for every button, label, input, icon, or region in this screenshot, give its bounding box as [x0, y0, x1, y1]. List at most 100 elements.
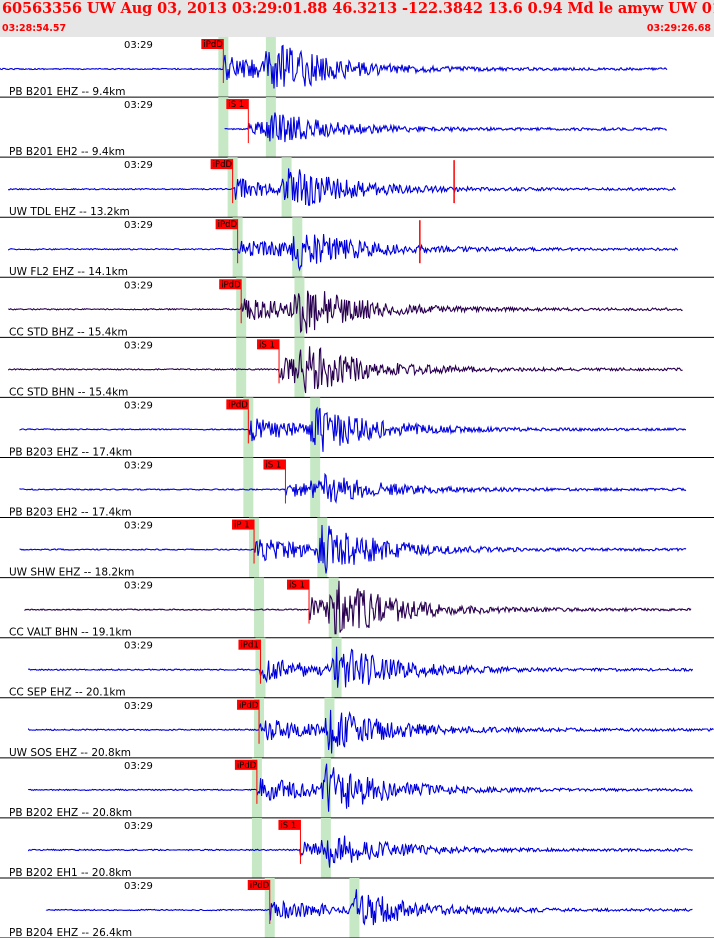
pick-marker[interactable]	[215, 219, 238, 230]
pick-marker[interactable]	[201, 39, 224, 49]
waveform-trace	[8, 290, 683, 334]
trace-panel[interactable]: 03:29 iS 1 CC VALT BHN -- 19.1km	[0, 577, 714, 639]
s-window-band	[292, 217, 303, 278]
event-header: 60563356 UW Aug 03, 2013 03:29:01.88 46.…	[0, 0, 714, 37]
trace-panel[interactable]: 03:29 iP 1 UW SHW EHZ -- 18.2km	[0, 517, 714, 579]
station-label: UW SHW EHZ -- 18.2km	[9, 567, 134, 579]
seismogram-panel-stack[interactable]: 03:29 iPdD PB B201 EHZ -- 9.4km 03:29 iS 1 PB…	[0, 37, 714, 938]
pick-marker[interactable]	[219, 279, 242, 290]
trace-panel[interactable]: 03:29 iPdD UW TDL EHZ -- 13.2km	[0, 157, 714, 218]
trace-panel[interactable]: 03:29 iPd1 CC SEP EHZ -- 20.1km	[0, 637, 714, 699]
station-label: PB B203 EHZ -- 17.4km	[9, 446, 132, 458]
time-tick-label: 03:29	[124, 400, 153, 411]
station-label: UW TDL EHZ -- 13.2km	[9, 206, 130, 218]
pick-marker[interactable]	[237, 699, 260, 710]
pick-label: iPdD	[213, 160, 233, 170]
trace-panel[interactable]: 03:29 iPdD PB B201 EHZ -- 9.4km	[0, 37, 714, 98]
waveform-trace	[0, 44, 668, 89]
trace-panel[interactable]: 03:29 iPdD UW FL2 EHZ -- 14.1km	[0, 217, 714, 278]
time-tick-label: 03:29	[124, 761, 153, 772]
waveform-trace	[24, 580, 692, 635]
pick-label: iPdD	[237, 761, 257, 771]
s-window-band	[324, 697, 335, 758]
trace-panel[interactable]: 03:29 iS 1 PB B203 EH2 -- 17.4km	[0, 457, 714, 518]
trace-panel[interactable]: 03:29 iPdD CC STD BHZ -- 15.4km	[0, 277, 714, 338]
pick-label: iS 1	[289, 581, 305, 591]
trace-panel[interactable]: 03:29 iS 1 CC STD BHN -- 15.4km	[0, 337, 714, 398]
pick-marker[interactable]	[226, 399, 249, 410]
end-time-label: 03:29:26.68	[646, 23, 711, 34]
p-window-band	[254, 577, 265, 638]
trace-panel[interactable]: 03:29 iS 1 PB B202 EH1 -- 20.8km	[0, 817, 714, 879]
pick-label: iPdD	[218, 220, 238, 230]
waveform-trace	[28, 835, 693, 868]
time-tick-label: 03:29	[124, 460, 153, 471]
pick-marker[interactable]	[247, 879, 270, 890]
waveform-trace	[19, 406, 687, 452]
pick-marker[interactable]	[226, 99, 249, 110]
pick-marker[interactable]	[232, 519, 255, 530]
s-window-band	[320, 817, 331, 878]
station-label: CC STD BHZ -- 15.4km	[9, 326, 128, 338]
trace-panel[interactable]: 03:29 iPdD UW SOS EHZ -- 20.8km	[0, 697, 714, 759]
time-tick-label: 03:29	[124, 521, 153, 532]
trace-panel[interactable]: 03:29 iPdD PB B203 EHZ -- 17.4km	[0, 397, 714, 458]
pick-label: iS 1	[265, 460, 281, 470]
pick-marker[interactable]	[257, 339, 280, 350]
time-tick-label: 03:29	[124, 641, 153, 652]
pick-marker[interactable]	[234, 759, 257, 770]
waveform-trace	[28, 646, 694, 688]
time-tick-label: 03:29	[124, 280, 153, 291]
station-label: UW FL2 EHZ -- 14.1km	[9, 266, 128, 278]
waveform-trace	[19, 472, 687, 504]
waveform-trace	[28, 763, 693, 812]
station-label: PB B202 EHZ -- 20.8km	[9, 807, 132, 819]
waveform-trace	[8, 346, 683, 394]
waveform-trace	[19, 524, 687, 574]
time-tick-label: 03:29	[124, 340, 153, 351]
time-tick-label: 03:29	[124, 581, 153, 592]
pick-marker[interactable]	[210, 159, 233, 170]
trace-panel[interactable]: 03:29 iPdD PB B204 EHZ -- 26.4km	[0, 877, 714, 938]
time-tick-label: 03:29	[124, 100, 153, 111]
station-label: PB B202 EH1 -- 20.8km	[9, 867, 132, 879]
waveform-trace	[45, 889, 693, 926]
s-window-band	[320, 757, 331, 818]
station-label: PB B204 EHZ -- 26.4km	[9, 927, 132, 938]
station-label: CC VALT BHN -- 19.1km	[9, 627, 132, 639]
pick-label: iPdD	[250, 881, 270, 891]
pick-label: iPdD	[221, 280, 241, 290]
pick-label: iPdD	[203, 40, 223, 50]
pick-marker[interactable]	[287, 579, 310, 590]
pick-label: iS 1	[280, 821, 296, 831]
p-window-band	[251, 817, 262, 878]
pick-label: iPdD	[239, 701, 259, 711]
pick-marker[interactable]	[278, 819, 301, 830]
waveform-trace	[8, 233, 679, 272]
time-tick-label: 03:29	[124, 220, 153, 231]
waveform-trace	[224, 112, 668, 143]
p-window-band	[243, 457, 254, 518]
station-label: PB B203 EH2 -- 17.4km	[9, 506, 132, 518]
waveform-trace	[28, 709, 714, 754]
time-tick-label: 03:29	[124, 821, 153, 832]
waveform-trace	[8, 168, 676, 206]
event-title: 60563356 UW Aug 03, 2013 03:29:01.88 46.…	[2, 0, 714, 17]
start-time-label: 03:28:54.57	[2, 23, 67, 34]
pick-marker[interactable]	[263, 459, 286, 470]
station-label: PB B201 EH2 -- 9.4km	[9, 146, 125, 158]
station-label: PB B201 EHZ -- 9.4km	[9, 86, 125, 98]
trace-panel[interactable]: 03:29 iPdD PB B202 EHZ -- 20.8km	[0, 757, 714, 819]
p-window-band	[218, 97, 229, 158]
time-tick-label: 03:29	[124, 701, 153, 712]
station-label: CC SEP EHZ -- 20.1km	[9, 687, 126, 699]
time-tick-label: 03:29	[124, 160, 153, 171]
time-tick-label: 03:29	[124, 40, 153, 51]
trace-panel[interactable]: 03:29 iS 1 PB B201 EH2 -- 9.4km	[0, 97, 714, 158]
pick-label: iS 1	[259, 340, 275, 350]
s-window-band	[349, 877, 360, 938]
pick-marker[interactable]	[238, 639, 261, 650]
pick-label: iS 1	[228, 100, 244, 110]
pick-label: iPd1	[240, 641, 258, 651]
pick-label: iPdD	[228, 400, 248, 410]
